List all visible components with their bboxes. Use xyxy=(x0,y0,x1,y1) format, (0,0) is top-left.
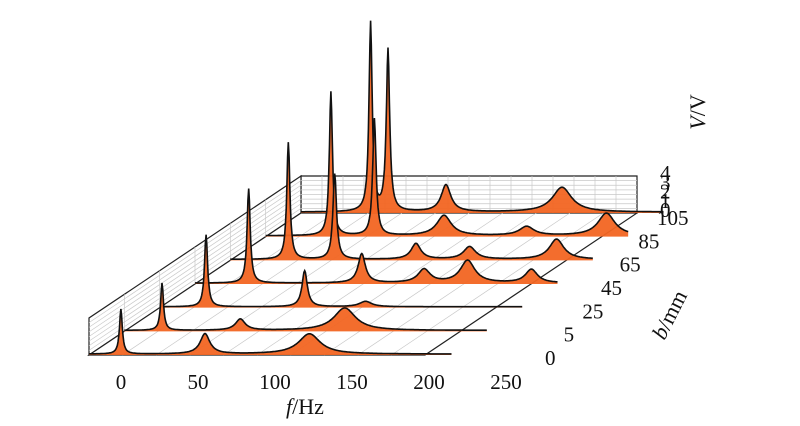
y-tick-label: 25 xyxy=(582,299,603,323)
z-tick-label: 4 xyxy=(660,161,671,185)
z-tick-label: 1 xyxy=(660,189,671,213)
z-tick-label: 3 xyxy=(660,170,671,194)
spectrum-line-b25 xyxy=(159,234,523,308)
spectrum-line-b105 xyxy=(301,20,664,213)
y-tick-label: 45 xyxy=(601,276,622,300)
x-tick-label: 50 xyxy=(188,370,209,394)
spectrum-fill-b5 xyxy=(124,283,487,332)
x-tick-label: 250 xyxy=(490,370,522,394)
grid-line xyxy=(88,184,302,328)
grid-line xyxy=(88,194,302,337)
grid-line xyxy=(88,208,302,351)
spectra-series xyxy=(89,20,664,355)
x-tick-label: 200 xyxy=(413,370,445,394)
z-tick-label: 2 xyxy=(660,180,671,204)
y-tick-label: 0 xyxy=(545,346,556,370)
z-tick-label: 0 xyxy=(660,198,671,222)
x-tick-label: 150 xyxy=(336,370,368,394)
spectrum-line-b45 xyxy=(195,188,558,284)
x-tick-label: 100 xyxy=(259,370,291,394)
y-tick-label: 85 xyxy=(638,229,659,253)
spectrum-line-b65 xyxy=(230,142,593,261)
spectrum-line-b85 xyxy=(265,91,629,237)
y-tick-label: 105 xyxy=(657,206,689,230)
spectrum-line-b0 xyxy=(89,308,452,355)
grid-line xyxy=(88,189,302,333)
y-tick-label: 65 xyxy=(620,253,641,277)
x-axis-label: f/Hz xyxy=(286,394,324,419)
x-tick-label: 0 xyxy=(116,370,127,394)
y-tick-label: 5 xyxy=(564,323,575,347)
grid-line xyxy=(88,198,302,342)
spectrum-fill-b65 xyxy=(230,142,593,261)
grid-line xyxy=(88,180,302,323)
y-axis-label: b/mm xyxy=(647,286,693,343)
spectrum-fill-b0 xyxy=(89,308,452,355)
grid-line xyxy=(88,203,302,347)
z-axis-label: V/V xyxy=(685,94,710,130)
spectrum-line-b5 xyxy=(124,282,487,332)
